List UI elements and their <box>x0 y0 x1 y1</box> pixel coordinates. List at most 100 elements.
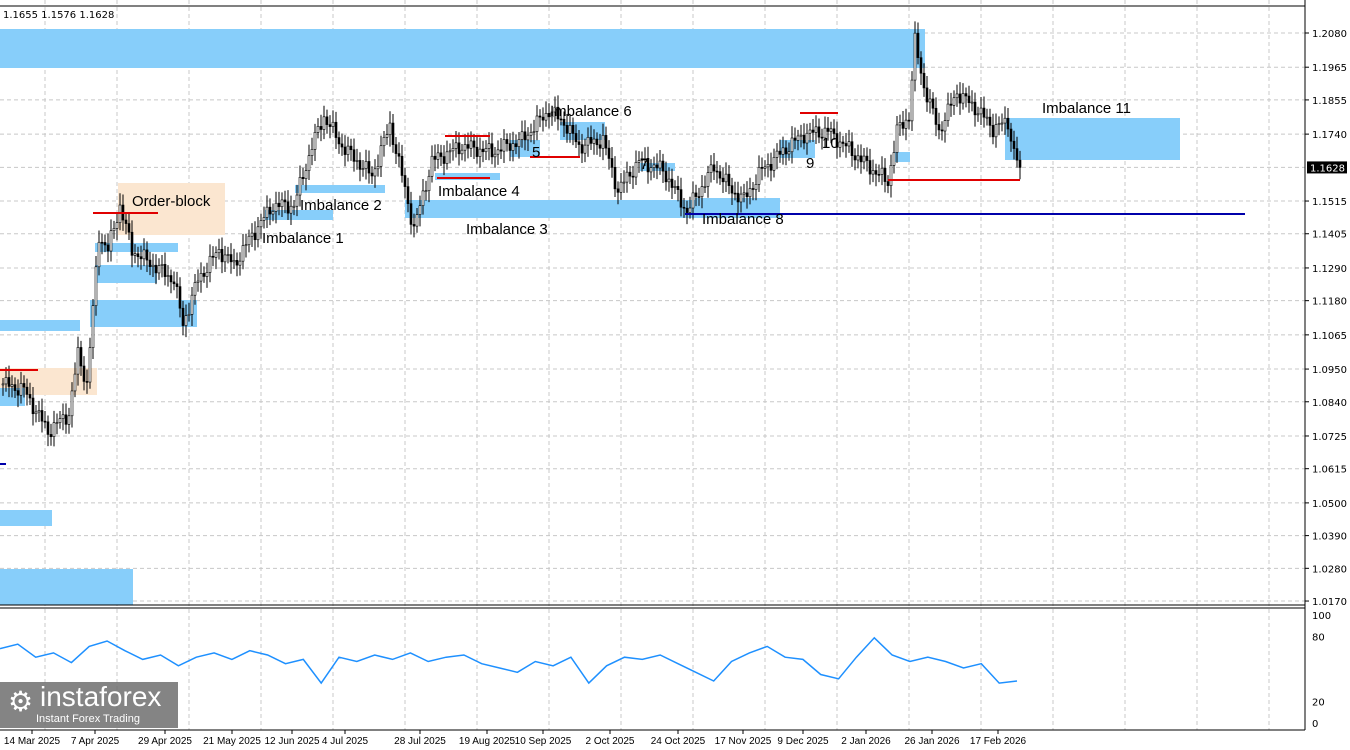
candle-body <box>670 178 674 188</box>
candle-body <box>745 192 749 198</box>
candle-body <box>34 411 38 415</box>
candle-body <box>910 79 914 122</box>
candle-body <box>997 123 1001 125</box>
candle-body <box>94 266 98 306</box>
candle-body <box>568 124 572 134</box>
candle-body <box>226 254 230 256</box>
candle-body <box>442 156 446 164</box>
candle-body <box>190 294 194 315</box>
candle-body <box>931 98 935 109</box>
candle-body <box>220 249 224 263</box>
candle-body <box>1018 159 1022 168</box>
candle-body <box>622 181 626 184</box>
candle-body <box>247 235 251 246</box>
y-tick-label: 1.2080 <box>1312 29 1347 40</box>
candle-body <box>298 177 302 196</box>
candle-body <box>982 107 986 118</box>
candle-body <box>859 155 863 163</box>
candle-body <box>643 158 647 160</box>
candle-body <box>325 116 329 125</box>
current-price-box <box>1307 161 1347 174</box>
candle-body <box>19 383 23 396</box>
candle-body <box>244 244 248 247</box>
candle-body <box>4 377 8 385</box>
candle-body <box>103 242 107 246</box>
zone-label: Order-block <box>132 193 211 210</box>
candle-body <box>835 133 839 148</box>
candle-body <box>682 206 686 209</box>
candle-body <box>895 124 899 153</box>
candle-body <box>175 283 179 287</box>
candle-body <box>448 150 452 153</box>
candle-body <box>556 106 560 120</box>
candle-body <box>664 170 668 183</box>
candle-body <box>934 107 938 125</box>
x-tick-label: 21 May 2025 <box>203 736 261 747</box>
candle-body <box>874 170 878 175</box>
candle-body <box>922 72 926 89</box>
candle-body <box>844 143 848 147</box>
candle-body <box>868 160 872 175</box>
zone-label: Imbalance 4 <box>438 183 520 200</box>
candle-body <box>523 131 527 141</box>
candle-body <box>652 164 656 168</box>
candle-body <box>694 192 698 197</box>
candle-body <box>829 128 833 132</box>
candle-body <box>85 381 89 383</box>
candle-body <box>553 106 557 113</box>
candle-body <box>547 112 551 118</box>
candle-body <box>814 126 818 133</box>
zone-label: 5 <box>532 144 540 161</box>
candle-body <box>1000 122 1004 125</box>
candle-body <box>139 256 143 260</box>
candle-body <box>1003 117 1007 124</box>
candle-body <box>280 199 284 208</box>
zone-label: 10 <box>822 135 839 152</box>
candle-body <box>637 160 641 163</box>
candle-body <box>799 134 803 137</box>
candle-body <box>892 152 896 166</box>
candle-body <box>994 124 998 138</box>
y-tick-label: 1.1855 <box>1312 96 1347 107</box>
y-tick-label: 1.0840 <box>1312 398 1347 409</box>
candle-body <box>109 230 113 252</box>
candle-body <box>52 422 56 437</box>
candle-body <box>943 120 947 132</box>
candle-body <box>901 122 905 129</box>
candle-body <box>112 228 116 232</box>
candle-body <box>334 121 338 138</box>
x-tick-label: 19 Aug 2025 <box>459 736 516 747</box>
candle-body <box>67 415 71 425</box>
x-tick-label: 12 Jun 2025 <box>264 736 319 747</box>
candle-body <box>709 164 713 173</box>
candle-body <box>484 148 488 153</box>
candle-body <box>481 148 485 153</box>
candle-body <box>64 414 68 425</box>
candle-body <box>88 347 92 383</box>
logo-tagline: Instant Forex Trading <box>36 713 140 725</box>
candle-body <box>601 135 605 149</box>
candle-body <box>478 148 482 157</box>
imbalance-zone <box>0 510 52 526</box>
candle-body <box>526 134 530 141</box>
candle-body <box>271 211 275 215</box>
candle-body <box>667 178 671 183</box>
candle-body <box>517 139 521 147</box>
candle-body <box>685 207 689 213</box>
candle-body <box>79 347 83 367</box>
candle-body <box>751 188 755 190</box>
candle-body <box>73 373 77 392</box>
candle-body <box>22 383 26 388</box>
candle-body <box>661 160 665 172</box>
candle-body <box>958 93 962 104</box>
candle-body <box>127 223 131 233</box>
x-tick-label: 26 Jan 2026 <box>904 736 959 747</box>
candle-body <box>433 155 437 160</box>
candle-body <box>778 150 782 155</box>
candle-body <box>838 141 842 148</box>
candle-body <box>676 186 680 190</box>
candle-body <box>409 203 413 225</box>
candle-body <box>544 112 548 121</box>
candle-body <box>10 384 14 387</box>
